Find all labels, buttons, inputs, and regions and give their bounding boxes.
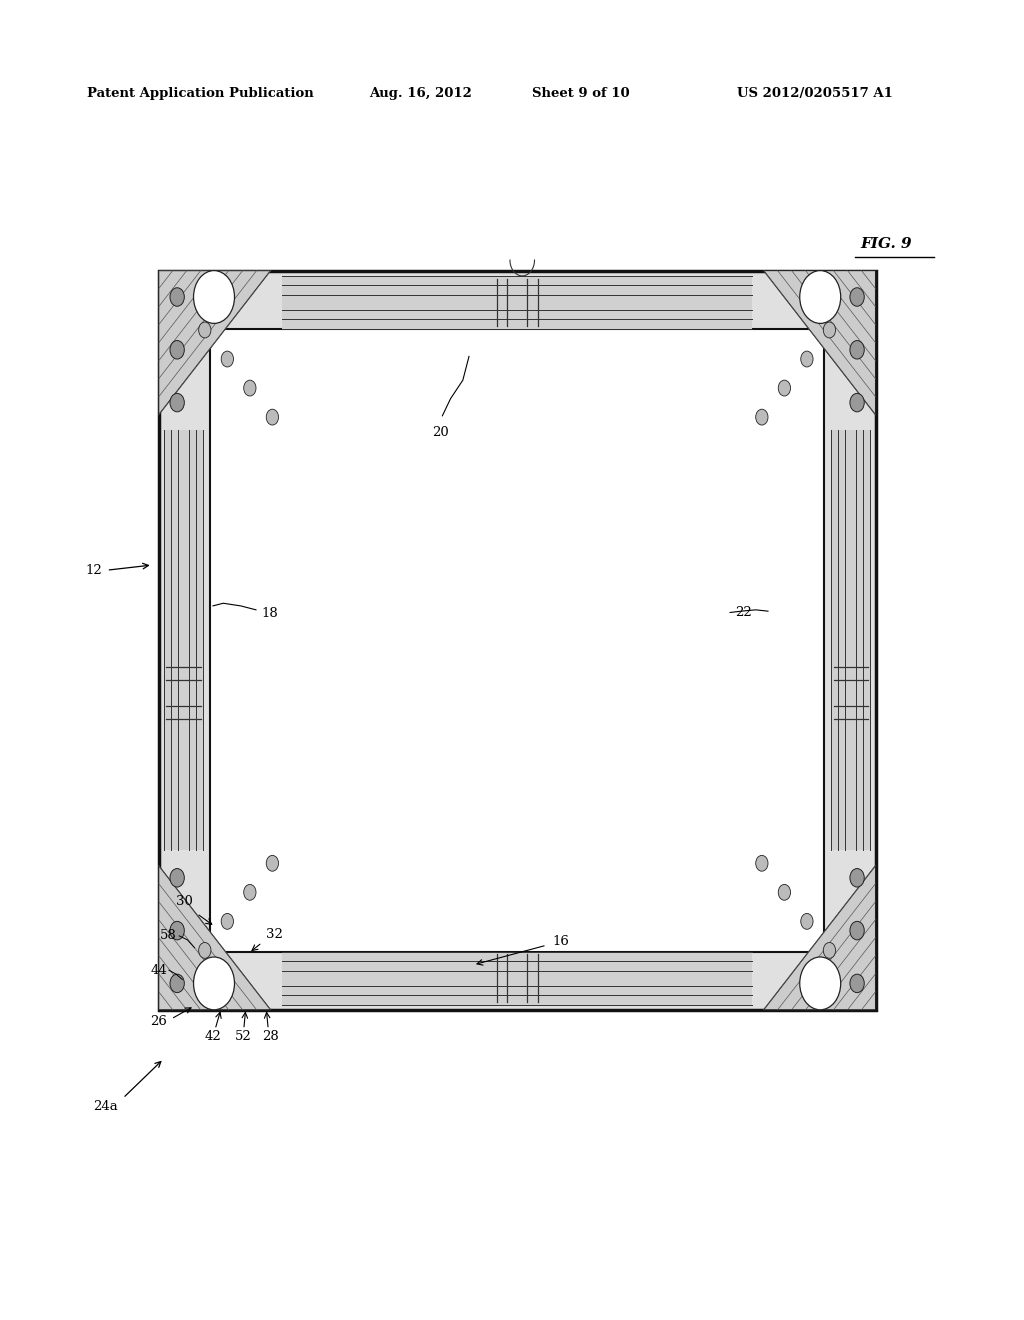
Circle shape <box>244 884 256 900</box>
Circle shape <box>199 322 211 338</box>
Circle shape <box>850 974 864 993</box>
Circle shape <box>170 288 184 306</box>
Circle shape <box>221 351 233 367</box>
Polygon shape <box>159 866 270 1010</box>
Text: 52: 52 <box>236 1030 252 1043</box>
Text: 32: 32 <box>266 928 283 941</box>
Polygon shape <box>764 271 876 414</box>
Circle shape <box>199 942 211 958</box>
Circle shape <box>800 957 841 1010</box>
Text: FIG. 9: FIG. 9 <box>860 238 911 251</box>
Circle shape <box>778 884 791 900</box>
Circle shape <box>850 393 864 412</box>
Text: 58: 58 <box>160 929 176 942</box>
Text: Sheet 9 of 10: Sheet 9 of 10 <box>532 87 630 100</box>
Text: US 2012/0205517 A1: US 2012/0205517 A1 <box>737 87 893 100</box>
Circle shape <box>221 913 233 929</box>
Circle shape <box>170 393 184 412</box>
Circle shape <box>170 974 184 993</box>
Circle shape <box>194 271 234 323</box>
Text: 42: 42 <box>205 1030 221 1043</box>
Circle shape <box>778 380 791 396</box>
Text: 12: 12 <box>86 564 102 577</box>
Text: 44: 44 <box>151 964 167 977</box>
Text: Patent Application Publication: Patent Application Publication <box>87 87 313 100</box>
Text: Aug. 16, 2012: Aug. 16, 2012 <box>369 87 471 100</box>
Circle shape <box>266 409 279 425</box>
Text: 24a: 24a <box>93 1100 118 1113</box>
Circle shape <box>170 921 184 940</box>
Circle shape <box>800 271 841 323</box>
Bar <box>831 430 870 850</box>
Circle shape <box>850 288 864 306</box>
Circle shape <box>850 869 864 887</box>
Bar <box>164 430 203 850</box>
Text: 18: 18 <box>261 607 278 620</box>
Text: 30: 30 <box>176 895 193 908</box>
Circle shape <box>801 351 813 367</box>
Circle shape <box>266 855 279 871</box>
Text: 20: 20 <box>432 426 449 440</box>
Bar <box>283 276 752 329</box>
Circle shape <box>801 913 813 929</box>
Circle shape <box>850 921 864 940</box>
Polygon shape <box>764 866 876 1010</box>
Polygon shape <box>159 271 270 414</box>
Circle shape <box>850 341 864 359</box>
Bar <box>210 329 824 952</box>
Circle shape <box>170 341 184 359</box>
Circle shape <box>194 957 234 1010</box>
Text: 16: 16 <box>553 935 569 948</box>
Circle shape <box>244 380 256 396</box>
Text: 26: 26 <box>151 1015 167 1028</box>
Circle shape <box>756 409 768 425</box>
Text: 28: 28 <box>262 1030 279 1043</box>
Circle shape <box>823 942 836 958</box>
Circle shape <box>823 322 836 338</box>
Text: 22: 22 <box>735 606 752 619</box>
Bar <box>159 271 876 1010</box>
Bar <box>283 952 752 1005</box>
Circle shape <box>756 855 768 871</box>
Circle shape <box>170 869 184 887</box>
